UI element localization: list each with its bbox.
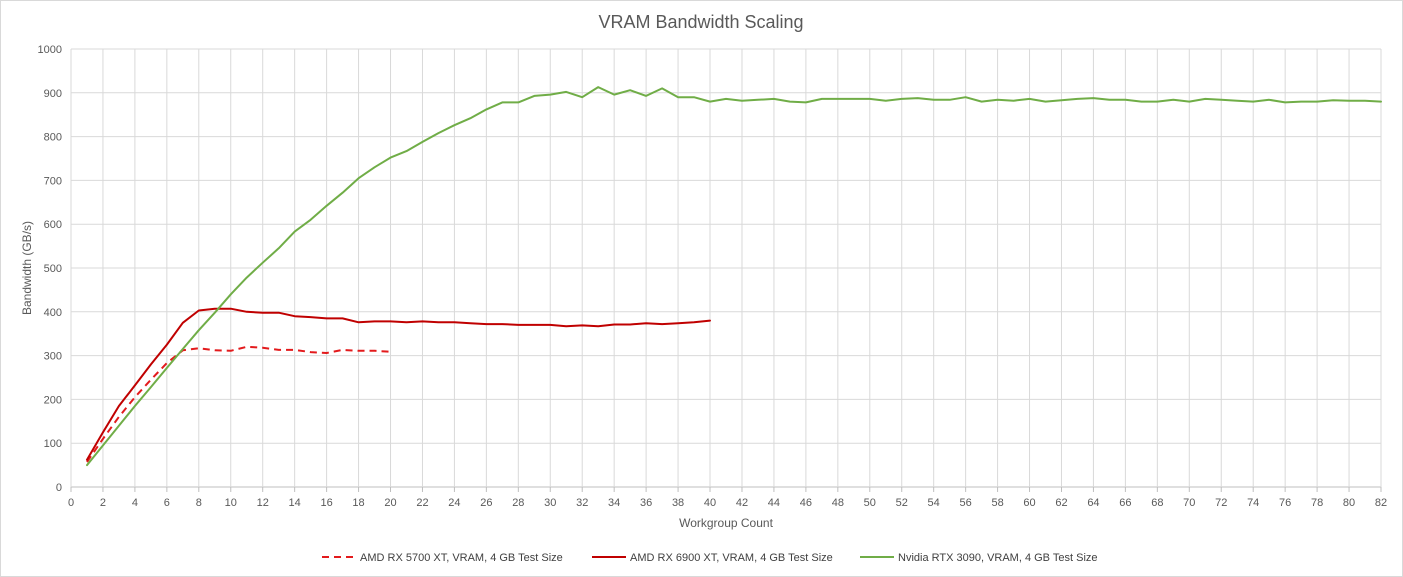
series-line-3	[86, 86, 1382, 467]
x-tick-label: 24	[448, 497, 460, 509]
x-tick-label: 12	[257, 497, 269, 509]
y-tick-label: 0	[56, 482, 62, 494]
y-tick-label: 700	[44, 175, 62, 187]
x-tick-label: 70	[1183, 497, 1195, 509]
y-axis-ticks: 0 100 200 300 400 500 600 700 800 900 1000	[38, 44, 62, 494]
y-tick-label: 400	[44, 307, 62, 319]
x-tick-label: 34	[608, 497, 620, 509]
x-tick-label: 26	[480, 497, 492, 509]
gridlines	[70, 48, 1382, 492]
y-tick-label: 600	[44, 219, 62, 231]
x-tick-label: 20	[384, 497, 396, 509]
x-tick-label: 80	[1343, 497, 1355, 509]
x-tick-label: 46	[800, 497, 812, 509]
x-tick-label: 62	[1055, 497, 1067, 509]
y-tick-label: 500	[44, 263, 62, 275]
x-tick-label: 10	[225, 497, 237, 509]
x-tick-label: 66	[1119, 497, 1131, 509]
x-tick-label: 78	[1311, 497, 1323, 509]
x-tick-label: 76	[1279, 497, 1291, 509]
y-tick-label: 200	[44, 394, 62, 406]
x-tick-label: 2	[100, 497, 106, 509]
series-line-1	[86, 345, 391, 463]
series-line-2	[86, 307, 711, 461]
x-tick-label: 82	[1375, 497, 1387, 509]
x-tick-label: 58	[991, 497, 1003, 509]
x-tick-label: 28	[512, 497, 524, 509]
x-tick-label: 36	[640, 497, 652, 509]
x-tick-label: 22	[416, 497, 428, 509]
x-tick-label: 56	[960, 497, 972, 509]
x-tick-label: 6	[164, 497, 170, 509]
x-tick-label: 48	[832, 497, 844, 509]
y-tick-label: 800	[44, 132, 62, 144]
x-tick-label: 74	[1247, 497, 1259, 509]
legend: AMD RX 5700 XT, VRAM, 4 GB Test Size AMD …	[322, 552, 1098, 564]
x-tick-label: 60	[1023, 497, 1035, 509]
legend-label-3: Nvidia RTX 3090, VRAM, 4 GB Test Size	[898, 552, 1098, 564]
y-tick-label: 1000	[38, 44, 62, 56]
x-tick-label: 72	[1215, 497, 1227, 509]
x-tick-label: 8	[196, 497, 202, 509]
x-axis-label: Workgroup Count	[679, 516, 773, 530]
x-tick-label: 38	[672, 497, 684, 509]
x-tick-label: 18	[352, 497, 364, 509]
x-tick-label: 32	[576, 497, 588, 509]
x-axis-ticks: 0 2 4 6 8 10 12 14 16 18 20 22 24 26 28 30 32 34 36 38 40 42 4…	[68, 497, 1387, 509]
x-tick-label: 54	[928, 497, 940, 509]
x-tick-label: 16	[320, 497, 332, 509]
x-tick-label: 14	[289, 497, 301, 509]
x-tick-label: 64	[1087, 497, 1099, 509]
chart-title: VRAM Bandwidth Scaling	[598, 12, 803, 32]
x-tick-label: 50	[864, 497, 876, 509]
legend-label-2: AMD RX 6900 XT, VRAM, 4 GB Test Size	[630, 552, 833, 564]
x-tick-label: 52	[896, 497, 908, 509]
x-tick-label: 40	[704, 497, 716, 509]
x-tick-label: 44	[768, 497, 780, 509]
series-lines	[86, 86, 1382, 467]
x-tick-label: 42	[736, 497, 748, 509]
legend-label-1: AMD RX 5700 XT, VRAM, 4 GB Test Size	[360, 552, 563, 564]
x-tick-label: 30	[544, 497, 556, 509]
y-axis-label: Bandwidth (GB/s)	[20, 221, 34, 315]
x-tick-label: 4	[132, 497, 138, 509]
y-tick-label: 100	[44, 438, 62, 450]
y-tick-label: 300	[44, 351, 62, 363]
x-tick-label: 68	[1151, 497, 1163, 509]
x-tick-label: 0	[68, 497, 74, 509]
y-tick-label: 900	[44, 88, 62, 100]
